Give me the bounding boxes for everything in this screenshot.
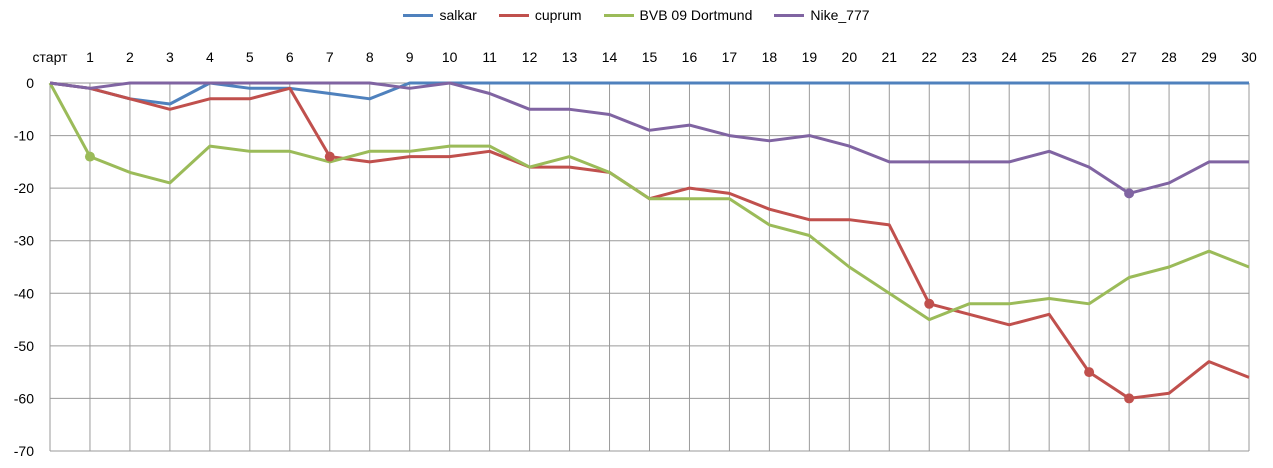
x-tick-label: 15 — [642, 49, 658, 65]
x-tick-label: 8 — [366, 49, 374, 65]
legend-entry: BVB 09 Dortmund — [603, 7, 753, 23]
y-tick-label: -70 — [14, 443, 34, 459]
chart-legend: salkar cuprum BVB 09 Dortmund Nike_777 — [0, 4, 1273, 26]
legend-label: Nike_777 — [810, 7, 870, 23]
x-tick-label: 16 — [682, 49, 698, 65]
legend-swatch — [403, 13, 434, 17]
x-tick-label: 30 — [1241, 49, 1257, 65]
x-tick-label: 2 — [126, 49, 134, 65]
x-tick-label: 1 — [86, 49, 94, 65]
x-tick-label: 5 — [246, 49, 254, 65]
series-line-bvb-09-dortmund — [48, 82, 1250, 322]
x-tick-label: 28 — [1161, 49, 1177, 65]
y-tick-label: -40 — [14, 285, 34, 301]
y-tick-label: -20 — [14, 180, 34, 196]
x-tick-label: 4 — [206, 49, 214, 65]
x-tick-label: 29 — [1201, 49, 1217, 65]
x-tick-label: старт — [33, 49, 69, 65]
series-lines — [48, 81, 1250, 400]
legend-entry: salkar — [403, 7, 477, 23]
data-point-marker — [324, 151, 335, 162]
data-point-marker — [1124, 393, 1135, 404]
x-tick-label: 12 — [522, 49, 538, 65]
x-tick-label: 21 — [882, 49, 898, 65]
legend-swatch — [603, 13, 634, 17]
y-tick-label: -10 — [14, 128, 34, 144]
data-point-marker — [1124, 188, 1135, 199]
series-line-nike_777 — [49, 81, 1249, 195]
x-tick-label: 26 — [1081, 49, 1097, 65]
x-tick-label: 10 — [442, 49, 458, 65]
x-tick-label: 18 — [762, 49, 778, 65]
x-tick-label: 19 — [802, 49, 818, 65]
x-tick-label: 25 — [1041, 49, 1057, 65]
x-axis-labels: старт 1 2 3 4 5 6 7 8 9 10 11 12 13 14 15 16 17 18 19 20 21 22… — [33, 49, 1257, 65]
y-tick-label: -50 — [14, 338, 34, 354]
legend-label: cuprum — [534, 7, 582, 23]
x-tick-label: 14 — [602, 49, 618, 65]
x-tick-label: 11 — [482, 49, 497, 65]
data-point-marker — [924, 298, 935, 309]
legend-entry: cuprum — [498, 7, 582, 23]
legend-label: BVB 09 Dortmund — [639, 7, 753, 23]
legend-swatch — [498, 13, 529, 17]
grid-lines — [49, 82, 1250, 452]
x-tick-label: 9 — [406, 49, 414, 65]
x-tick-label: 3 — [166, 49, 174, 65]
y-tick-label: 0 — [26, 75, 34, 91]
x-tick-label: 13 — [562, 49, 578, 65]
data-point-marker — [84, 151, 95, 162]
x-tick-label: 27 — [1121, 49, 1137, 65]
legend-label: salkar — [439, 7, 477, 23]
series-line-salkar — [49, 81, 1249, 106]
series-markers — [84, 151, 1135, 404]
legend-entry: Nike_777 — [774, 7, 870, 23]
x-tick-label: 20 — [842, 49, 858, 65]
x-tick-label: 22 — [921, 49, 937, 65]
x-tick-label: 7 — [326, 49, 334, 65]
x-tick-label: 17 — [722, 49, 738, 65]
y-axis-labels: 0 -10 -20 -30 -40 -50 -60 -70 — [14, 75, 34, 459]
legend-swatch — [774, 13, 805, 17]
data-point-marker — [1084, 367, 1095, 378]
x-tick-label: 6 — [286, 49, 294, 65]
x-tick-label: 24 — [1001, 49, 1017, 65]
y-tick-label: -30 — [14, 233, 34, 249]
x-tick-label: 23 — [961, 49, 977, 65]
y-tick-label: -60 — [14, 390, 34, 406]
